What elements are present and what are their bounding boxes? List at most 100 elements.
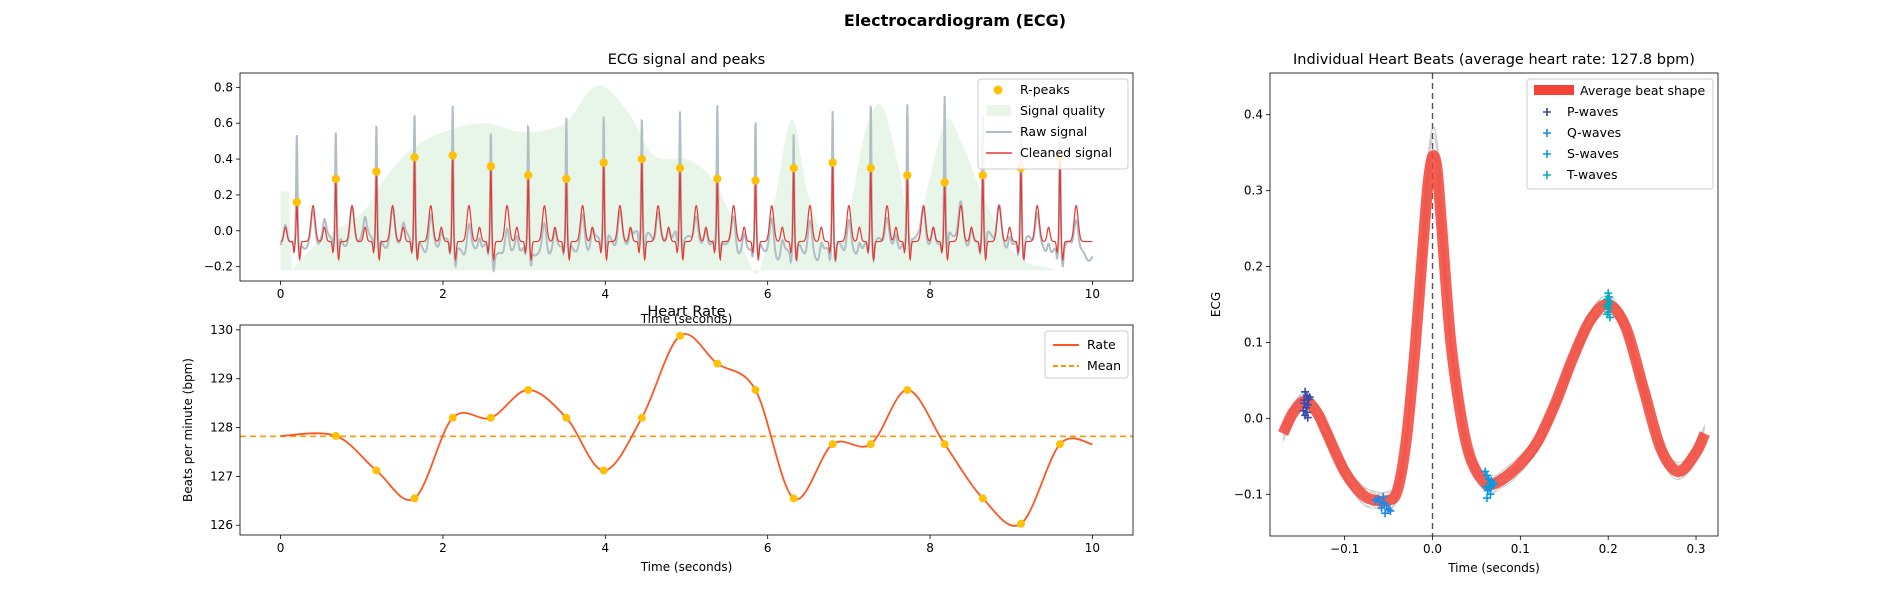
y-tick-label: 126	[210, 518, 233, 532]
x-tick-label: 4	[601, 287, 609, 301]
y-tick-label: −0.2	[204, 260, 233, 274]
rate-point	[524, 385, 533, 394]
legend-label: Rate	[1087, 337, 1116, 352]
individual-beat-line	[1282, 185, 1706, 509]
legend-swatch-average-beat	[1534, 85, 1574, 95]
x-tick-label: 4	[601, 541, 609, 555]
legend-label: R-peaks	[1020, 82, 1070, 97]
legend-label: Mean	[1087, 358, 1121, 373]
r-peak-point	[448, 151, 457, 160]
rate-point	[866, 440, 875, 449]
r-peak-point	[978, 171, 988, 180]
s-wave-marker	[1482, 482, 1491, 491]
s-wave-marker	[1486, 490, 1495, 499]
q-wave-marker	[1374, 494, 1383, 503]
r-peak-point	[903, 171, 912, 180]
rate-point	[1016, 519, 1025, 528]
legend-label: T-waves	[1566, 167, 1617, 182]
rate-point	[448, 413, 457, 422]
heart-beats-plot: −0.1 0.0 0.1 0.2 0.3 −0.1 0.0 0.1 0.2 0.3 0.4 Indiv…	[1209, 52, 1719, 575]
r-peak-point	[866, 163, 875, 173]
rate-point	[331, 431, 340, 440]
x-axis-label: Time (seconds)	[640, 560, 733, 574]
x-tick-label: 8	[926, 541, 934, 555]
p-wave-marker	[1300, 396, 1309, 405]
s-wave-marker	[1490, 479, 1498, 488]
ecg-plot: 0 2 4 6 8 10 −0.2 0.0 0.2 0.4 0.6 0.8 ECG signal and…	[204, 52, 1134, 326]
rate-point	[940, 440, 949, 449]
x-tick-label: −0.1	[1330, 542, 1359, 556]
y-tick-label: 0.1	[1244, 335, 1263, 349]
t-wave-marker	[1604, 289, 1613, 298]
beats-plot-area	[1278, 73, 1710, 536]
signal-quality-area	[280, 85, 1093, 274]
legend-swatch-wave	[1543, 129, 1551, 137]
rate-point	[828, 440, 837, 449]
y-axis-label: ECG	[1209, 292, 1223, 317]
q-wave-marker	[1384, 505, 1393, 514]
rate-plot-area	[240, 331, 1133, 528]
x-tick-label: 0.2	[1599, 542, 1618, 556]
rate-point	[562, 413, 571, 422]
individual-beat-line	[1282, 148, 1706, 504]
individual-beat-line	[1282, 137, 1706, 499]
legend-label: Q-waves	[1567, 125, 1621, 140]
x-tick-label: 6	[764, 287, 772, 301]
r-peak-point	[940, 178, 949, 187]
p-wave-marker	[1305, 393, 1314, 402]
y-axis-label: Beats per minute (bpm)	[181, 358, 195, 502]
legend-swatch-wave	[1543, 171, 1551, 179]
x-tick-label: 0	[277, 541, 285, 555]
rate-point	[410, 494, 419, 503]
rate-point	[978, 494, 987, 503]
rate-point	[676, 331, 685, 340]
p-wave-marker	[1303, 413, 1312, 422]
beats-legend: Average beat shape P-waves Q-waves S-waves T…	[1526, 78, 1714, 190]
rate-legend: Rate Mean	[1044, 330, 1129, 379]
x-tick-label: 6	[764, 541, 772, 555]
rate-point	[789, 494, 798, 503]
x-tick-label: 0.3	[1686, 542, 1705, 556]
x-tick-label: 10	[1085, 287, 1100, 301]
t-wave-marker	[1605, 304, 1614, 313]
x-tick-label: 2	[439, 287, 447, 301]
rate-line	[280, 333, 1093, 527]
x-tick-label: 8	[926, 287, 934, 301]
legend-frame	[1526, 78, 1714, 190]
legend-swatch-wave	[1543, 150, 1551, 158]
x-tick-label: 2	[439, 541, 447, 555]
individual-beat-line	[1282, 155, 1706, 500]
s-wave-marker	[1482, 494, 1491, 503]
r-peak-point	[331, 174, 340, 183]
cleaned-signal-line	[280, 155, 1093, 262]
chart-title: ECG signal and peaks	[608, 52, 765, 68]
figure-title: Electrocardiogram (ECG)	[844, 11, 1066, 30]
r-peak-point	[372, 167, 381, 176]
y-tick-label: 0.8	[214, 80, 233, 94]
y-tick-label: 129	[210, 372, 233, 386]
x-tick-label: 10	[1085, 541, 1100, 555]
legend-swatch-r-peaks	[993, 85, 1003, 95]
chart-title: Heart Rate	[647, 304, 725, 320]
y-tick-label: −0.1	[1234, 487, 1263, 501]
ecg-legend: R-peaks Signal quality Raw signal Cleaned s…	[977, 78, 1129, 170]
q-wave-marker	[1381, 509, 1390, 518]
r-peak-point	[562, 174, 571, 183]
y-tick-label: 0.2	[1244, 260, 1263, 274]
t-wave-marker	[1605, 313, 1614, 322]
y-tick-label: 0.4	[1244, 108, 1263, 122]
legend-swatch-wave	[1543, 108, 1551, 116]
r-peak-point	[292, 197, 302, 207]
individual-beat-line	[1282, 166, 1706, 494]
axes-frame	[239, 72, 1134, 282]
q-wave-marker	[1379, 493, 1388, 502]
x-tick-label: 0	[277, 287, 285, 301]
axes-frame	[239, 324, 1134, 536]
rate-point	[599, 466, 608, 475]
y-tick-label: 0.0	[214, 224, 233, 238]
r-peak-point	[789, 163, 798, 173]
legend-label: Cleaned signal	[1020, 145, 1112, 160]
r-peak-point	[828, 158, 837, 167]
legend-frame	[977, 78, 1129, 170]
